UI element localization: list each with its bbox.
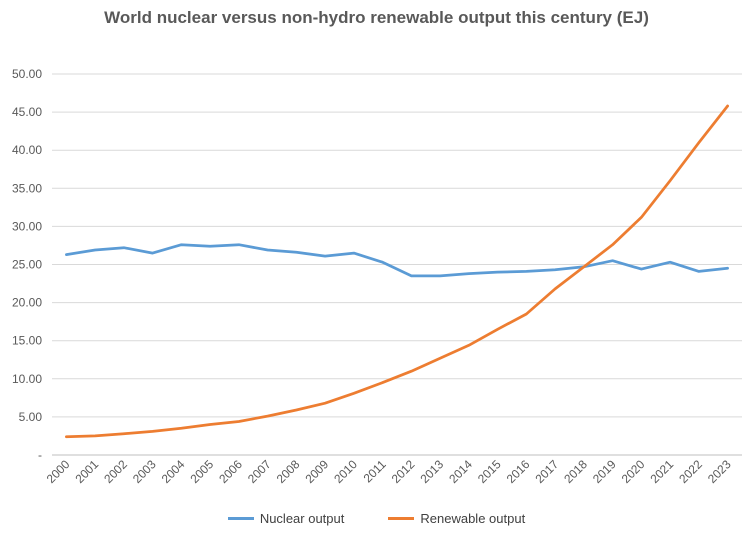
x-tick-label: 2009 — [302, 457, 331, 486]
x-tick-label: 2010 — [331, 457, 360, 486]
y-tick-label: 35.00 — [12, 181, 42, 195]
legend-label: Nuclear output — [259, 511, 345, 526]
x-tick-label: 2002 — [101, 457, 130, 486]
x-tick-label: 2022 — [676, 457, 705, 486]
y-tick-label: 30.00 — [12, 219, 42, 233]
series-line-nuclear — [65, 243, 729, 278]
legend-item-renewable: Renewable output — [388, 511, 525, 526]
y-tick-label: 5.00 — [19, 410, 43, 424]
series-lines — [65, 104, 729, 439]
x-tick-label: 2004 — [159, 457, 188, 486]
x-tick-label: 2011 — [361, 457, 389, 485]
y-tick-label: 25.00 — [12, 258, 42, 272]
legend-label: Renewable output — [420, 511, 526, 526]
x-tick-label: 2005 — [187, 457, 216, 486]
x-tick-label: 2007 — [245, 457, 274, 486]
x-tick-label: 2016 — [504, 457, 533, 486]
x-tick-label: 2013 — [417, 457, 446, 486]
legend-swatch — [388, 517, 415, 520]
legend-item-nuclear: Nuclear output — [227, 511, 345, 526]
y-tick-label: 15.00 — [12, 334, 42, 348]
x-axis-tick-labels: 2000 2001 2002 2003 2004 2005 2006 2007 2008 2009… — [44, 457, 734, 486]
x-tick-label: 2001 — [72, 457, 101, 486]
x-tick-label: 2023 — [705, 457, 734, 486]
chart-title: World nuclear versus non-hydro renewable… — [104, 8, 649, 27]
x-tick-label: 2008 — [274, 457, 303, 486]
x-tick-label: 2020 — [619, 457, 648, 486]
y-tick-label: 40.00 — [12, 143, 42, 157]
x-tick-label: 2019 — [590, 457, 619, 486]
legend-swatch — [227, 517, 254, 520]
x-tick-label: 2014 — [446, 457, 475, 486]
gridlines — [52, 73, 742, 456]
legend: Nuclear output Renewable output — [0, 511, 753, 526]
y-tick-label: 20.00 — [12, 296, 42, 310]
x-tick-label: 2006 — [216, 457, 245, 486]
x-tick-label: 2017 — [532, 457, 561, 486]
y-tick-label: - — [38, 448, 42, 462]
x-tick-label: 2003 — [130, 457, 159, 486]
series-line-renewable — [65, 104, 729, 439]
x-tick-label: 2021 — [647, 457, 676, 486]
x-tick-label: 2012 — [389, 457, 418, 486]
y-tick-label: 10.00 — [12, 372, 42, 386]
y-tick-label: 45.00 — [12, 105, 42, 119]
x-tick-label: 2018 — [561, 457, 590, 486]
x-tick-label: 2000 — [44, 457, 73, 486]
y-tick-label: 50.00 — [12, 67, 42, 81]
x-tick-label: 2015 — [475, 457, 504, 486]
y-axis-tick-labels: - 5.00 10.00 15.00 20.00 25.00 30.00 35.00 40.00… — [12, 67, 42, 462]
